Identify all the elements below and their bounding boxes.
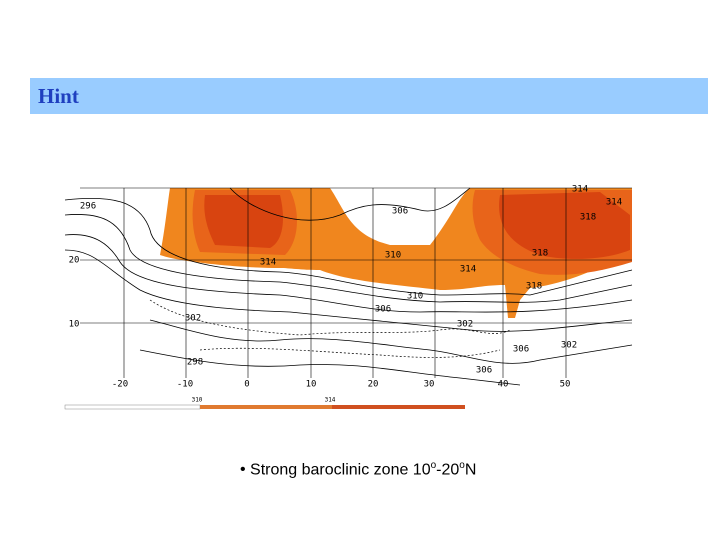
lon-label: 0 xyxy=(244,380,249,390)
contour-label: 306 xyxy=(375,305,391,315)
lon-label: -10 xyxy=(177,380,193,390)
contour-label: 314 xyxy=(606,198,622,208)
contour-label: 302 xyxy=(561,341,577,351)
contour-label: 306 xyxy=(392,207,408,217)
contour-label: 314 xyxy=(572,185,588,195)
graticule xyxy=(80,187,632,378)
contour-label: 314 xyxy=(460,265,476,275)
contour-label: 318 xyxy=(532,249,548,259)
bullet-text: Strong baroclinic zone 10o-20oN xyxy=(240,460,476,479)
temperature-shading xyxy=(160,188,632,318)
colorbar: 310 314 xyxy=(64,397,465,410)
lon-label: -20 xyxy=(112,380,128,390)
contour-label: 318 xyxy=(580,213,596,223)
contour-label: 306 xyxy=(476,366,492,376)
lon-label: 40 xyxy=(498,380,509,390)
contour-label: 296 xyxy=(80,202,96,212)
lon-label: 10 xyxy=(306,380,317,390)
bullet-part: -20 xyxy=(436,461,460,479)
header-title: Hint xyxy=(38,84,79,108)
header-band: Hint xyxy=(30,78,708,114)
contour-label: 310 xyxy=(407,292,423,302)
lat-label: 10 xyxy=(69,320,80,330)
contour-label: 302 xyxy=(457,320,473,330)
lon-label: 50 xyxy=(560,380,571,390)
contour-labels: 296 306 314 314 318 310 314 318 314 318 … xyxy=(80,185,622,376)
superscript: o xyxy=(430,460,437,471)
contour-label: 310 xyxy=(385,251,401,261)
contour-label: 298 xyxy=(187,358,203,368)
lon-label: 20 xyxy=(368,380,379,390)
contour-label: 318 xyxy=(526,282,542,292)
colorbar-label: 314 xyxy=(325,397,336,404)
coastlines xyxy=(149,299,511,358)
bullet-part: N xyxy=(464,461,477,479)
superscript: o xyxy=(459,460,465,471)
contour-label: 302 xyxy=(185,314,201,324)
lon-label: 30 xyxy=(424,380,435,390)
contour-label: 306 xyxy=(513,345,529,355)
lat-label: 20 xyxy=(69,256,80,266)
bullet-part: Strong baroclinic zone 10 xyxy=(250,461,431,479)
contour-label: 314 xyxy=(260,258,276,268)
colorbar-label: 310 xyxy=(192,397,203,404)
